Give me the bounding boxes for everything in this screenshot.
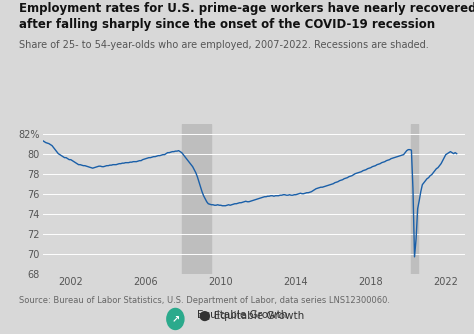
Text: after falling sharply since the onset of the COVID-19 recession: after falling sharply since the onset of…: [19, 18, 435, 31]
Bar: [182, 124, 211, 274]
Text: Share of 25- to 54-year-olds who are employed, 2007-2022. Recessions are shaded.: Share of 25- to 54-year-olds who are emp…: [19, 40, 428, 50]
Text: ⬤ Equitable Growth: ⬤ Equitable Growth: [199, 310, 304, 321]
Bar: [411, 124, 418, 274]
Text: ↗: ↗: [171, 314, 180, 324]
Text: Employment rates for U.S. prime-age workers have nearly recovered: Employment rates for U.S. prime-age work…: [19, 2, 474, 15]
Circle shape: [167, 309, 184, 329]
Text: Source: Bureau of Labor Statistics, U.S. Department of Labor, data series LNS123: Source: Bureau of Labor Statistics, U.S.…: [19, 296, 390, 305]
Text: Equitable Growth: Equitable Growth: [197, 310, 287, 320]
